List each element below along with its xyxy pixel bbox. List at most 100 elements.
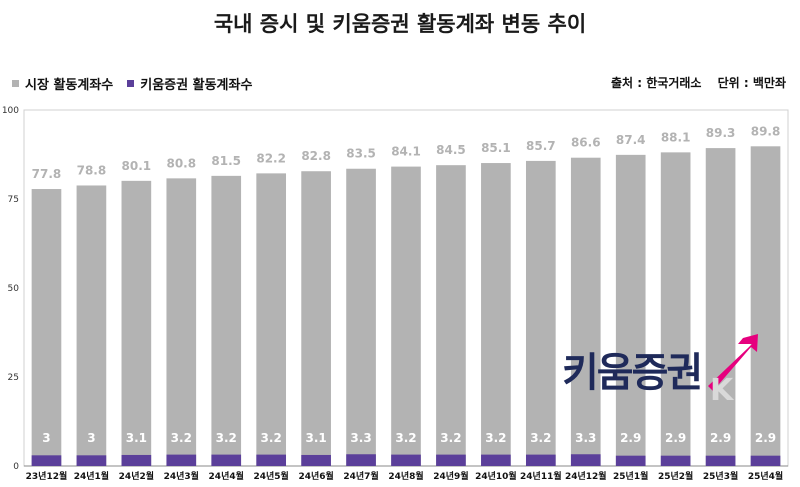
- market-value-label: 83.5: [346, 147, 376, 161]
- kiwoom-value-label: 3: [42, 431, 50, 445]
- legend-label-kiwoom: 키움증권 활동계좌수: [140, 78, 253, 93]
- kiwoom-bar: [76, 455, 107, 466]
- x-category-label: 24년2월: [119, 470, 154, 482]
- x-category-label: 23년12월: [26, 470, 68, 482]
- y-tick-label: 25: [8, 373, 19, 383]
- x-category-label: 24년3월: [164, 470, 199, 482]
- x-category-label: 24년11월: [520, 470, 562, 482]
- chart-bars: [31, 146, 781, 467]
- kiwoom-bar: [750, 455, 781, 466]
- market-bar: [705, 148, 736, 467]
- market-bar: [525, 160, 556, 466]
- x-category-label: 24년9월: [433, 470, 468, 482]
- kiwoom-bar: [211, 454, 242, 466]
- x-category-label: 25년1월: [613, 470, 648, 482]
- market-value-label: 82.2: [256, 151, 286, 165]
- unit-label: 단위 : 백만좌: [717, 76, 786, 90]
- market-value-label: 89.3: [706, 126, 736, 140]
- kiwoom-value-label: 3.3: [575, 431, 596, 445]
- kiwoom-value-label: 3.3: [350, 431, 371, 445]
- market-bar: [750, 146, 781, 466]
- market-value-label: 85.7: [526, 139, 556, 153]
- market-bar: [166, 178, 197, 467]
- market-value-label: 78.8: [77, 163, 107, 177]
- legend-label-market: 시장 활동계좌수: [25, 78, 114, 93]
- market-bar: [436, 165, 466, 466]
- market-bar: [76, 185, 107, 467]
- chart-title: 국내 증시 및 키움증권 활동계좌 변동 추이: [213, 12, 587, 36]
- kiwoom-bar: [705, 455, 736, 466]
- kiwoom-value-label: 3.2: [171, 431, 192, 445]
- market-bar: [391, 166, 421, 466]
- logo-text: 키움증권: [562, 350, 703, 396]
- market-bar: [31, 189, 62, 467]
- x-category-label: 24년7월: [343, 470, 378, 482]
- y-tick-label: 0: [13, 462, 19, 472]
- source-label: 출처 : 한국거래소: [611, 76, 702, 90]
- market-bar: [121, 180, 152, 466]
- kiwoom-value-label: 3.2: [485, 431, 506, 445]
- kiwoom-value-label: 3: [87, 431, 95, 445]
- kiwoom-logo: 키움증권 K: [562, 334, 762, 404]
- kiwoom-value-label: 3.1: [305, 431, 326, 445]
- chart-labels: 77.8 3 23년12월 78.8 3 24년1월 80.1 3.1 24년2월 80.8 3.2…: [26, 124, 784, 482]
- market-value-label: 81.5: [211, 154, 241, 168]
- market-value-label: 82.8: [301, 149, 331, 163]
- y-tick-label: 50: [8, 284, 20, 294]
- x-category-label: 24년1월: [74, 470, 109, 482]
- kiwoom-bar: [525, 454, 556, 466]
- x-category-label: 24년8월: [388, 470, 423, 482]
- x-category-label: 25년3월: [703, 470, 738, 482]
- legend: 시장 활동계좌수 키움증권 활동계좌수: [12, 74, 266, 93]
- x-category-label: 24년12월: [565, 470, 607, 482]
- kiwoom-value-label: 3.2: [440, 431, 461, 445]
- y-tick-label: 75: [8, 195, 19, 205]
- x-category-label: 25년4월: [748, 470, 783, 482]
- kiwoom-bar: [346, 454, 376, 466]
- kiwoom-value-label: 2.9: [665, 431, 686, 445]
- market-value-label: 84.1: [391, 145, 421, 159]
- market-value-label: 84.5: [436, 143, 466, 157]
- market-value-label: 89.8: [751, 124, 781, 138]
- market-bar: [615, 154, 646, 466]
- kiwoom-bar: [256, 454, 287, 466]
- kiwoom-bar: [31, 455, 62, 466]
- kiwoom-value-label: 2.9: [755, 431, 776, 445]
- y-tick-label: 100: [2, 106, 19, 116]
- market-bar: [570, 157, 601, 467]
- kiwoom-value-label: 3.2: [395, 431, 416, 445]
- legend-item-market: 시장 활동계좌수: [12, 74, 113, 93]
- market-value-label: 88.1: [661, 130, 691, 144]
- x-category-label: 24년6월: [298, 470, 333, 482]
- kiwoom-value-label: 3.2: [530, 431, 551, 445]
- kiwoom-value-label: 2.9: [620, 431, 641, 445]
- kiwoom-value-label: 3.1: [126, 431, 147, 445]
- market-bar: [301, 171, 331, 466]
- svg-text:K: K: [710, 373, 735, 404]
- legend-item-kiwoom: 키움증권 활동계좌수: [127, 74, 252, 93]
- kiwoom-bar: [481, 454, 511, 466]
- market-value-label: 87.4: [616, 133, 646, 147]
- market-value-label: 85.1: [481, 141, 511, 155]
- kiwoom-value-label: 3.2: [261, 431, 282, 445]
- kiwoom-bar: [436, 454, 466, 466]
- market-value-label: 86.6: [571, 136, 601, 150]
- x-category-label: 24년5월: [253, 470, 288, 482]
- x-category-label: 24년4월: [209, 470, 244, 482]
- market-bar: [256, 173, 287, 467]
- logo-arrow-icon: K: [708, 334, 758, 404]
- market-bar: [481, 163, 511, 466]
- market-bar: [211, 175, 242, 467]
- kiwoom-bar: [166, 454, 197, 466]
- market-value-label: 80.1: [122, 159, 152, 173]
- legend-swatch-kiwoom: [127, 80, 135, 87]
- kiwoom-value-label: 3.2: [216, 431, 237, 445]
- kiwoom-bar: [391, 454, 421, 466]
- kiwoom-bar: [570, 454, 601, 466]
- market-bar: [346, 168, 376, 467]
- x-category-label: 25년2월: [658, 470, 693, 482]
- market-value-label: 80.8: [166, 156, 196, 170]
- market-bar: [660, 152, 691, 466]
- kiwoom-bar: [121, 454, 152, 466]
